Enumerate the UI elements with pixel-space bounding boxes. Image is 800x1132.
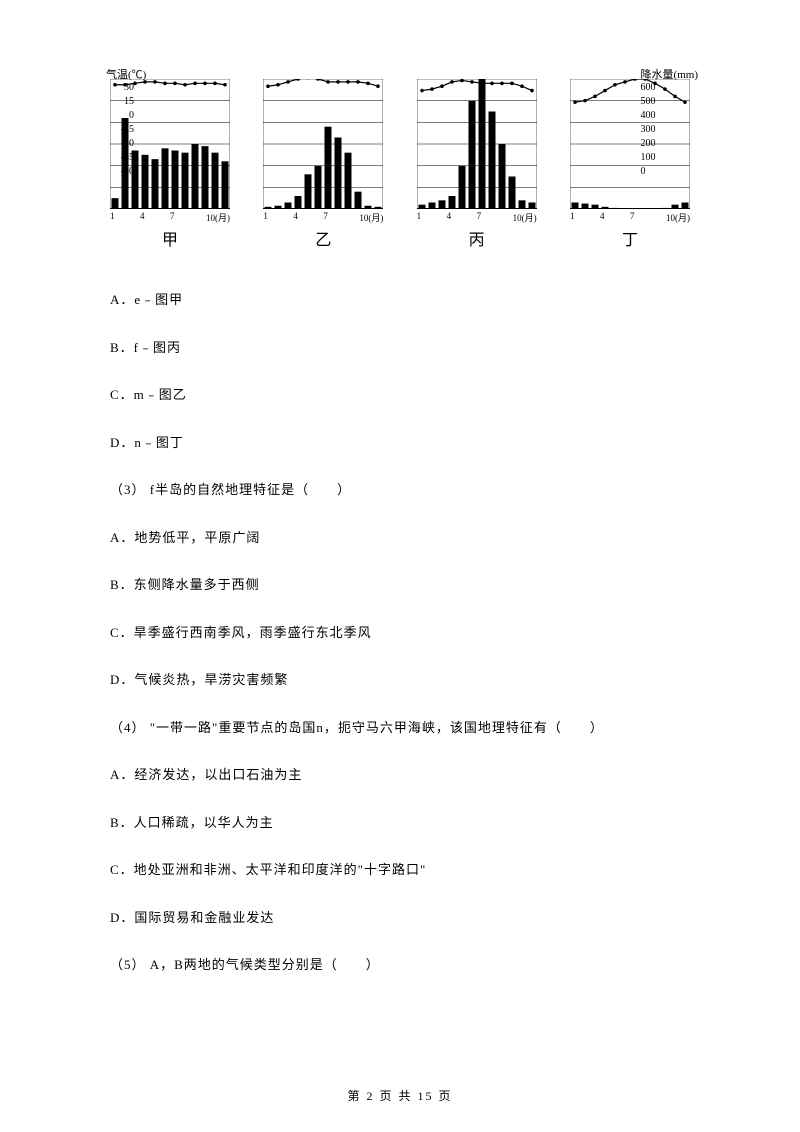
option-c: C．地处亚洲和非洲、太平洋和印度洋的"十字路口"	[110, 860, 690, 880]
x-labels: 1 4 7 10(月)	[417, 211, 537, 224]
right-tick: 500	[641, 97, 669, 111]
option-c: C．旱季盛行西南季风，雨季盛行东北季风	[110, 623, 690, 643]
right-tick: 400	[641, 111, 669, 125]
right-y-axis: 降水量(mm) 600 500 400 300 200 100 0	[641, 70, 698, 181]
option-d: D．国际贸易和金融业发达	[110, 908, 690, 928]
question-4: （4） "一带一路"重要节点的岛国n，扼守马六甲海峡，该国地理特征有（ ）	[110, 718, 690, 738]
question-5: （5） A，B两地的气候类型分别是（ ）	[110, 955, 690, 975]
right-tick: 100	[641, 153, 669, 167]
option-b: B．人口稀疏，以华人为主	[110, 813, 690, 833]
climate-charts: 气温(℃) 30 15 0 -15 -30 -45 -60 1 4 7 10(月…	[110, 70, 690, 250]
chart-svg-1	[263, 79, 383, 209]
option-d: D．n﹣图丁	[110, 433, 690, 453]
chart-label: 丁	[622, 226, 638, 250]
chart-panel-yi: 1 4 7 10(月) 乙	[263, 79, 383, 250]
x-labels: 1 4 7 10(月)	[570, 211, 690, 224]
question-3: （3） f半岛的自然地理特征是（ ）	[110, 480, 690, 500]
right-tick: 0	[641, 167, 669, 181]
option-a: A．经济发达，以出口石油为主	[110, 765, 690, 785]
option-a: A．地势低平，平原广阔	[110, 528, 690, 548]
option-d: D．气候炎热，旱涝灾害频繁	[110, 670, 690, 690]
chart-label: 甲	[162, 226, 178, 250]
x-labels: 1 4 7 10(月)	[263, 211, 383, 224]
x-labels: 1 4 7 10(月)	[110, 211, 230, 224]
page-footer: 第 2 页 共 15 页	[0, 1087, 800, 1104]
right-tick: 600	[641, 83, 669, 97]
chart-svg-2	[417, 79, 537, 209]
chart-panel-jia: 1 4 7 10(月) 甲	[110, 79, 230, 250]
chart-label: 丙	[469, 226, 485, 250]
chart-panel-bing: 1 4 7 10(月) 丙	[417, 79, 537, 250]
option-c: C．m﹣图乙	[110, 385, 690, 405]
chart-svg-0	[110, 79, 230, 209]
chart-label: 乙	[315, 226, 331, 250]
option-b: B．东侧降水量多于西侧	[110, 575, 690, 595]
option-b: B．f﹣图丙	[110, 338, 690, 358]
right-tick: 300	[641, 125, 669, 139]
right-axis-title: 降水量(mm)	[641, 70, 698, 81]
option-a: A．e﹣图甲	[110, 290, 690, 310]
right-tick: 200	[641, 139, 669, 153]
